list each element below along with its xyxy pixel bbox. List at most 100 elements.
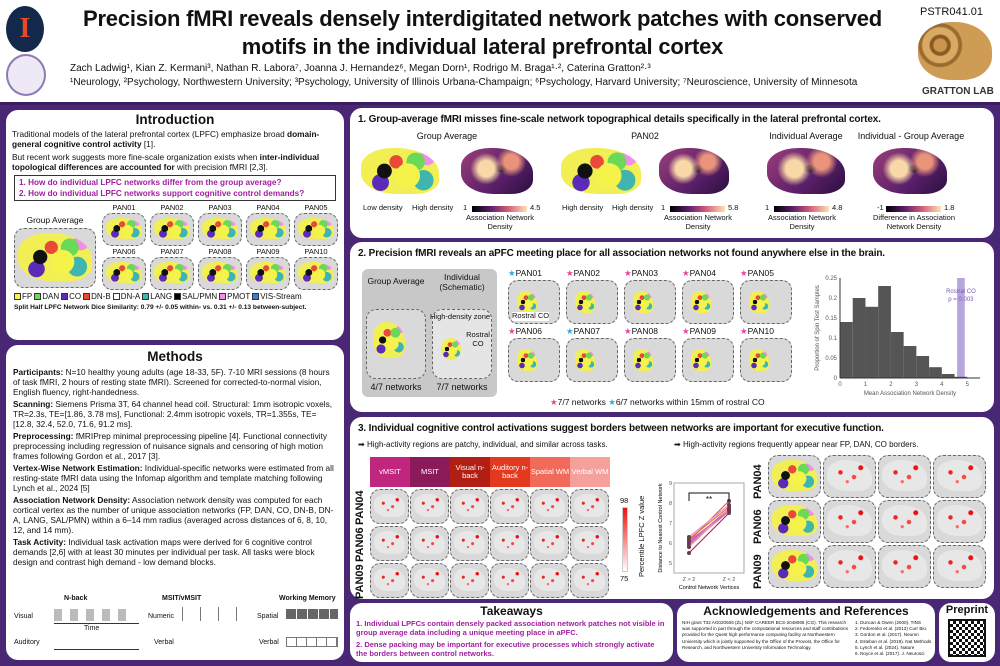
legend-swatch bbox=[112, 293, 120, 300]
net-map bbox=[154, 218, 190, 239]
figure-label: Individual - Group Average bbox=[857, 131, 965, 141]
annotation-p-value: p = 0.003 bbox=[948, 297, 974, 303]
x-tick-label: 5 bbox=[966, 382, 970, 388]
task-header: Auditory n-back bbox=[490, 457, 530, 487]
histogram-bar bbox=[941, 374, 955, 378]
preprint-qr-code[interactable] bbox=[948, 619, 986, 657]
histogram-bar bbox=[916, 356, 930, 378]
high-density-zone-label: High-density zone bbox=[430, 312, 491, 321]
activation-map bbox=[370, 526, 409, 561]
histogram-bar bbox=[878, 286, 891, 378]
section-2-title: 2. Precision fMRI reveals an aPFC meetin… bbox=[358, 248, 885, 259]
reference: 4. Esteban et al. (2019). Nat Methods bbox=[855, 638, 932, 644]
methods-list: Participants: N=10 healthy young adults … bbox=[6, 367, 344, 567]
border-activation-map bbox=[933, 500, 986, 543]
dice-similarity: Split Half LPFC Network Dice Similarity:… bbox=[14, 304, 307, 311]
wm-label: Working Memory bbox=[279, 595, 336, 602]
takeaway-2: 2. Dense packing may be important for ex… bbox=[356, 639, 655, 658]
activation-map bbox=[490, 526, 529, 561]
net-map bbox=[517, 349, 537, 371]
y-axis-label: Distance to Nearest Control Network bbox=[658, 483, 664, 573]
affiliations: ¹Neurology, ²Psychology, Northwestern Un… bbox=[70, 77, 858, 88]
legend-swatch bbox=[174, 293, 182, 300]
colorbar-max: 5.8 bbox=[728, 203, 739, 212]
subject-network-map bbox=[198, 257, 242, 290]
individual-schematic-brain bbox=[432, 309, 492, 379]
colorbar-min: 1 bbox=[463, 203, 468, 212]
net-map bbox=[106, 218, 142, 239]
y-tick-label: 0 bbox=[834, 376, 838, 382]
cortex-map bbox=[358, 144, 442, 200]
methods-panel: Methods Participants: N=10 healthy young… bbox=[6, 345, 344, 660]
network-legend: FP DAN CO DN-B DN-A LANG SAL/PMN PMOT VIS-Stream bbox=[14, 292, 344, 302]
subject-network-map bbox=[102, 257, 146, 290]
subject-aPFC-map bbox=[682, 280, 734, 324]
research-questions: 1. How do individual LPFC networks diffe… bbox=[14, 175, 336, 201]
legend-item: CO bbox=[61, 292, 81, 302]
task-header: MSIT bbox=[410, 457, 450, 487]
methods-item: Preprocessing: fMRIPrep minimal preproce… bbox=[13, 431, 337, 461]
subject-id: PAN01 bbox=[515, 268, 542, 278]
border-activation-map bbox=[768, 500, 821, 543]
net-map bbox=[106, 262, 142, 283]
colorbar-max: 4.8 bbox=[832, 203, 843, 212]
subject-line bbox=[688, 504, 730, 538]
section-3-title: 3. Individual cognitive control activati… bbox=[358, 423, 884, 434]
act-map bbox=[827, 550, 872, 581]
net-map bbox=[18, 233, 92, 281]
schematic-box: Group Average Individual (Schematic) Hig… bbox=[362, 269, 497, 397]
legend-swatch bbox=[142, 293, 150, 300]
subject-row-label: PAN04 bbox=[752, 464, 764, 499]
act-map bbox=[494, 494, 525, 517]
significance-bracket bbox=[688, 492, 730, 501]
subject-aPFC-map bbox=[508, 338, 560, 382]
x-axis-label: Control Network Vertices bbox=[679, 585, 740, 591]
legend-item: PMOT bbox=[219, 292, 250, 302]
methods-item-text: Individual task activation maps were der… bbox=[13, 537, 315, 567]
individual-network-count: 7/7 networks bbox=[436, 382, 488, 392]
intro-paragraph-1: Traditional models of the lateral prefro… bbox=[12, 129, 320, 149]
individual-schematic-label: Individual (Schematic) bbox=[439, 272, 485, 292]
legend-swatch bbox=[14, 293, 21, 300]
act-map bbox=[827, 460, 872, 491]
x-tick-label: 0 bbox=[838, 382, 842, 388]
colorbar-label: Association Network Density bbox=[664, 213, 732, 231]
group-average-brain bbox=[366, 309, 426, 379]
methods-item: Participants: N=10 healthy young adults … bbox=[13, 367, 337, 397]
pan01-rostral-co-label: Rostral CO bbox=[512, 311, 550, 321]
subject-id: PAN09 bbox=[689, 326, 716, 336]
poster-title: Precision fMRI reveals densely interdigi… bbox=[82, 6, 883, 59]
methods-item-heading: Scanning: bbox=[13, 399, 54, 409]
subject-network-map bbox=[150, 257, 194, 290]
star-icon: ★ bbox=[624, 326, 632, 336]
legend-label: PMOT bbox=[227, 292, 251, 301]
activation-map bbox=[530, 489, 569, 524]
star-icon: ★ bbox=[740, 326, 748, 336]
activation-map bbox=[370, 489, 409, 524]
references-list: 1. Duncan & Owen (2000). TINS 2. Fedorenk… bbox=[855, 620, 931, 657]
subject-id: PAN08 bbox=[631, 326, 658, 336]
net-map bbox=[202, 218, 238, 239]
face-stimuli bbox=[54, 609, 134, 621]
ack-title: Acknowledgements and References bbox=[703, 604, 909, 618]
subject-network-map bbox=[294, 257, 338, 290]
gratton-lab-brain-logo bbox=[918, 22, 992, 80]
y-tick-label: 8 bbox=[669, 501, 672, 507]
takeaways-panel: Takeaways 1. Individual LPFCs contain de… bbox=[350, 603, 673, 662]
y-tick-label: 0.15 bbox=[825, 316, 837, 322]
rostral-co-label: Rostral CO bbox=[466, 330, 490, 348]
border-activation-map bbox=[878, 500, 931, 543]
cortex-map bbox=[458, 144, 536, 200]
star-icon: ★ bbox=[740, 268, 748, 278]
act-map bbox=[534, 568, 565, 591]
preprint-panel: Preprint bbox=[939, 603, 995, 662]
y-tick-label: 0.1 bbox=[829, 336, 838, 342]
subject-label: PAN01 bbox=[112, 203, 136, 212]
histogram-bar bbox=[903, 346, 917, 378]
y-tick-label: 9 bbox=[669, 481, 672, 487]
subject-label: ★PAN02 bbox=[566, 268, 600, 279]
star-icon: ★ bbox=[682, 326, 690, 336]
star-icon: ★ bbox=[682, 268, 690, 278]
subject-id: PAN06 bbox=[515, 326, 542, 336]
nback-label: N-back bbox=[64, 595, 88, 602]
